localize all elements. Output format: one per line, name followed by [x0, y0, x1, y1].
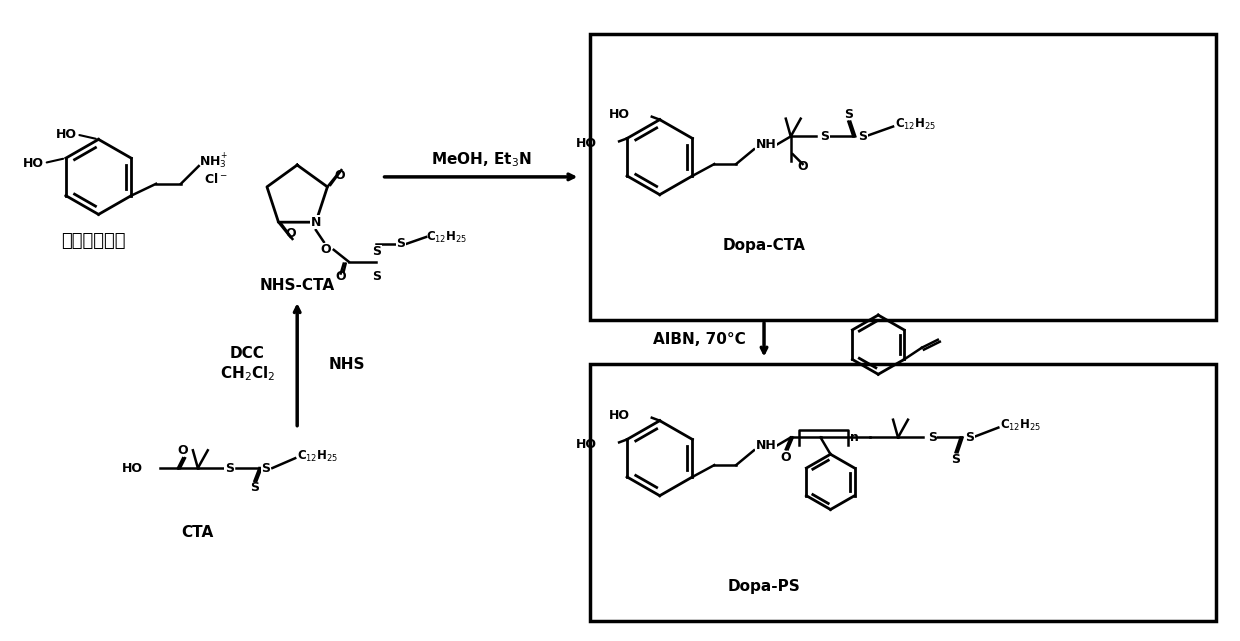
- Text: C$_{12}$H$_{25}$: C$_{12}$H$_{25}$: [1001, 418, 1042, 433]
- Text: HO: HO: [609, 409, 630, 422]
- Text: CTA: CTA: [182, 525, 215, 540]
- Text: HO: HO: [56, 128, 77, 141]
- Text: HO: HO: [123, 462, 144, 474]
- Text: AIBN, 70°C: AIBN, 70°C: [653, 332, 745, 347]
- Text: O: O: [335, 270, 346, 283]
- Text: n: n: [851, 431, 859, 444]
- Text: Dopa-PS: Dopa-PS: [728, 579, 800, 594]
- Bar: [590, 34, 1216, 320]
- Text: O: O: [177, 444, 188, 457]
- Bar: [590, 365, 1216, 621]
- Text: C$_{12}$H$_{25}$: C$_{12}$H$_{25}$: [298, 449, 339, 463]
- Text: NHS-CTA: NHS-CTA: [259, 278, 335, 293]
- Text: O: O: [780, 451, 791, 463]
- Text: NHS: NHS: [329, 357, 365, 372]
- Text: S: S: [844, 108, 853, 121]
- Text: S: S: [372, 270, 381, 283]
- Text: HO: HO: [577, 438, 598, 451]
- Text: S: S: [951, 453, 960, 465]
- Text: S: S: [858, 130, 867, 143]
- Text: S: S: [397, 237, 405, 251]
- Text: Cl$^-$: Cl$^-$: [203, 172, 227, 186]
- Text: S: S: [224, 462, 233, 474]
- Text: S: S: [928, 431, 937, 444]
- Text: Dopa-CTA: Dopa-CTA: [723, 238, 806, 253]
- Text: S: S: [966, 431, 975, 444]
- Text: HO: HO: [24, 156, 43, 170]
- Text: N: N: [311, 215, 321, 229]
- Text: DCC
CH$_2$Cl$_2$: DCC CH$_2$Cl$_2$: [219, 346, 275, 383]
- Text: 多巴胺盐酸盐: 多巴胺盐酸盐: [61, 232, 125, 250]
- Text: O: O: [285, 227, 295, 240]
- Text: O: O: [797, 160, 808, 172]
- Text: NH: NH: [756, 138, 776, 151]
- Text: S: S: [821, 130, 830, 143]
- Text: S: S: [250, 481, 259, 494]
- Text: C$_{12}$H$_{25}$: C$_{12}$H$_{25}$: [427, 229, 467, 244]
- Text: HO: HO: [577, 137, 598, 150]
- Text: HO: HO: [609, 108, 630, 121]
- Text: MeOH, Et$_3$N: MeOH, Et$_3$N: [430, 151, 532, 169]
- Text: S: S: [262, 462, 270, 474]
- Text: C$_{12}$H$_{25}$: C$_{12}$H$_{25}$: [895, 117, 936, 132]
- Text: NH: NH: [756, 439, 776, 452]
- Text: S: S: [372, 246, 381, 258]
- Text: O: O: [334, 169, 345, 182]
- Text: O: O: [320, 244, 331, 256]
- Text: NH$_3$: NH$_3$: [198, 154, 227, 170]
- Text: $^+$: $^+$: [218, 151, 228, 161]
